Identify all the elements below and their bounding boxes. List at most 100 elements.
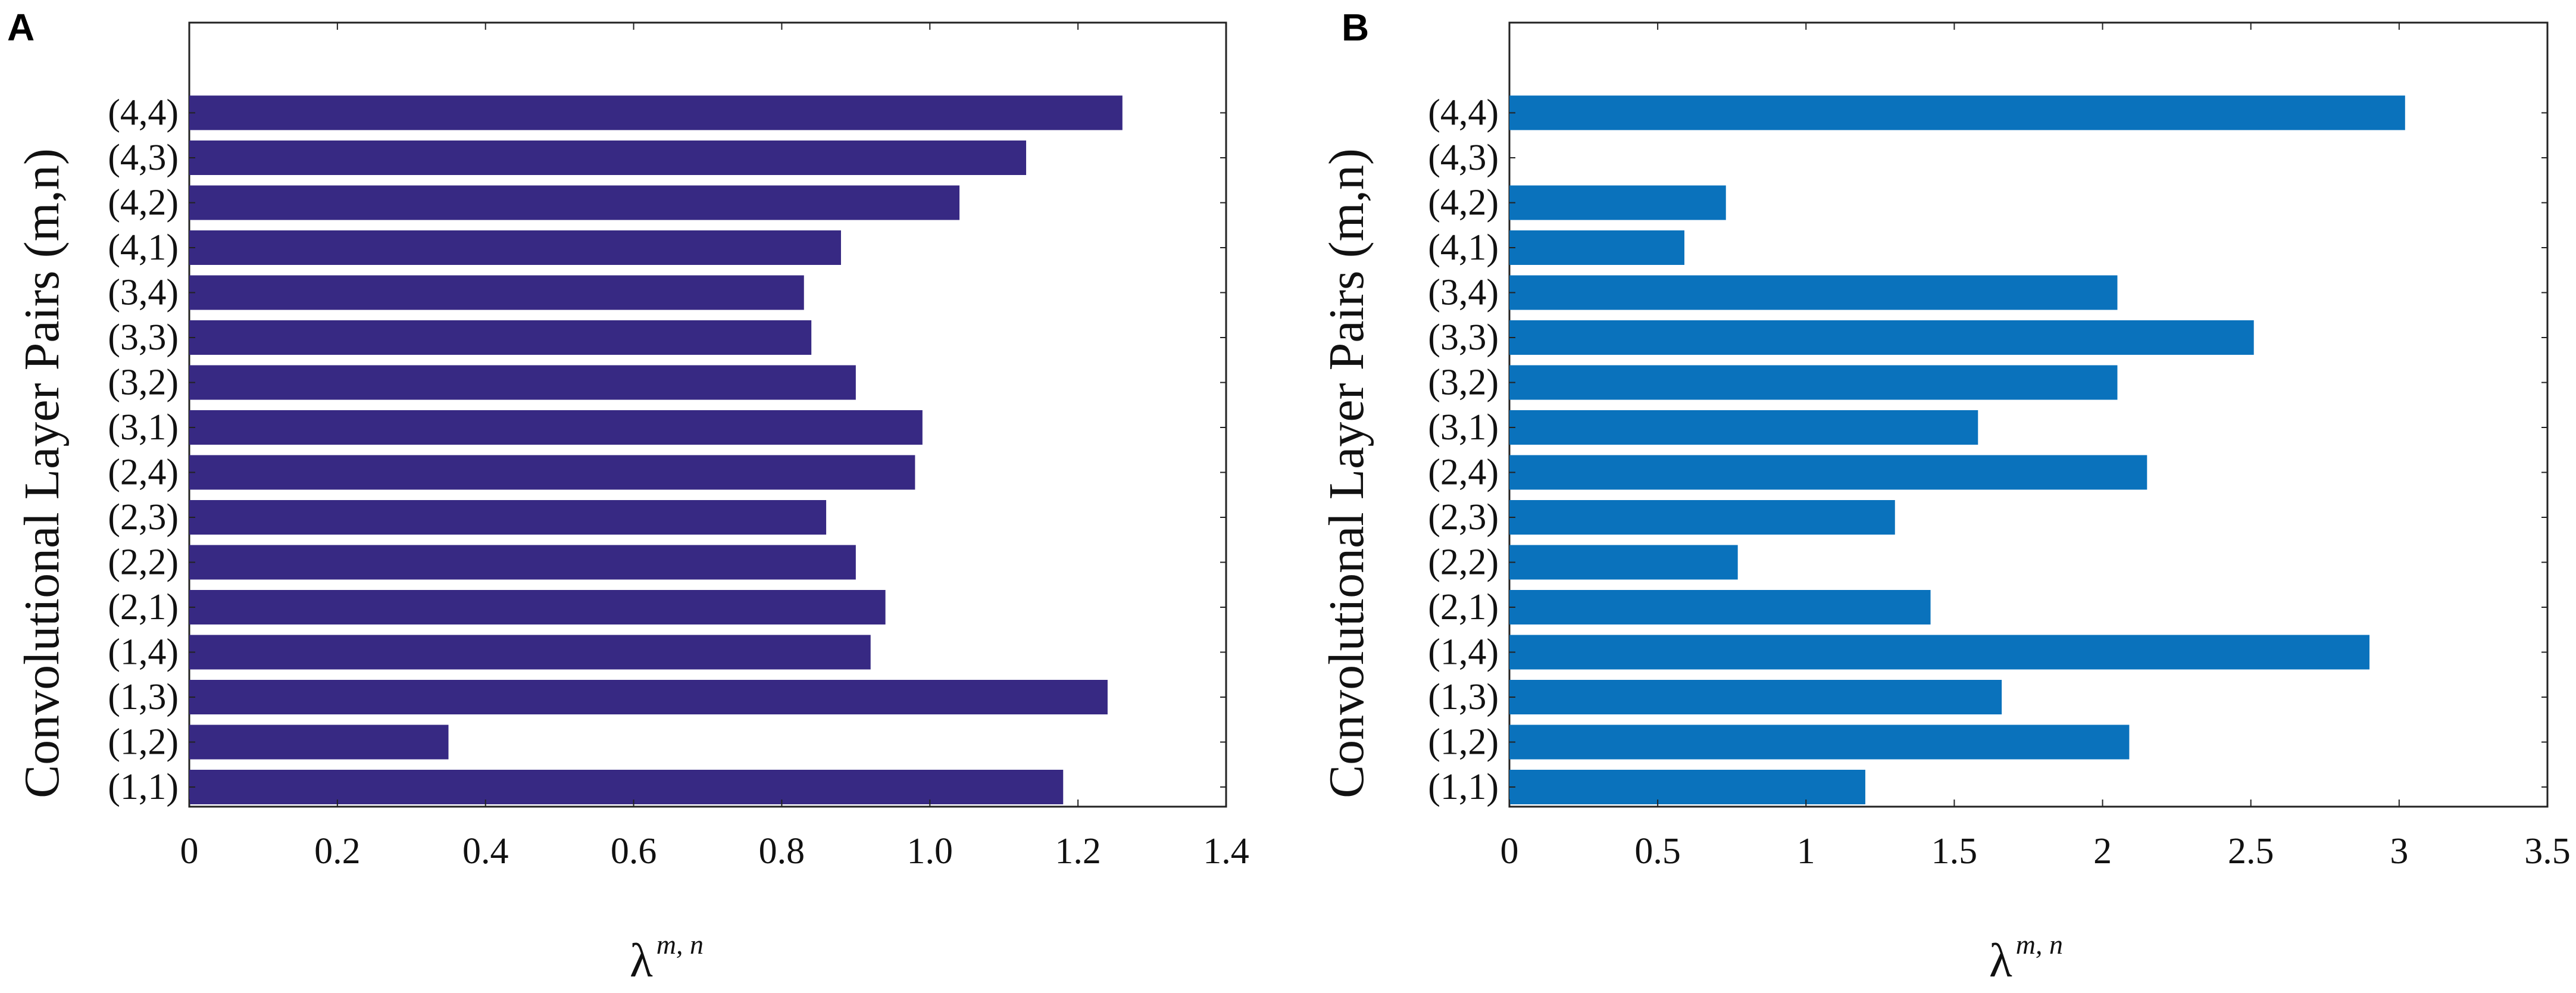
x-tick-label: 0.2 xyxy=(314,831,361,872)
bar-2-4 xyxy=(1509,455,2147,490)
y-tick-label: (2,4) xyxy=(1428,452,1499,493)
x-axis-title: λ m, n xyxy=(630,929,704,987)
y-tick-label: (1,2) xyxy=(108,722,179,763)
x-tick-label: 0 xyxy=(1500,831,1519,872)
x-tick-label: 1.0 xyxy=(907,831,954,872)
bar-1-3 xyxy=(1509,680,2002,714)
x-tick-label: 3 xyxy=(2390,831,2408,872)
x-axis-superscript: m, n xyxy=(2016,929,2063,960)
bar-3-1 xyxy=(189,410,923,445)
bar-4-4 xyxy=(189,95,1123,130)
bar-2-1 xyxy=(189,590,886,624)
x-axis-title: λ m, n xyxy=(1989,929,2063,987)
y-tick-label: (4,2) xyxy=(108,183,179,223)
y-axis-title: Convolutional Layer Pairs (m,n) xyxy=(14,148,70,798)
y-tick-label: (4,1) xyxy=(1428,227,1499,268)
y-tick-label: (4,2) xyxy=(1428,183,1499,223)
y-tick-label: (2,2) xyxy=(108,542,179,583)
bar-group xyxy=(189,95,1123,804)
bar-3-2 xyxy=(189,365,856,400)
y-tick-labels: (1,1)(1,2) (1,3)(1,4) (2,1)(2,2)(2,3)(2,4)… xyxy=(108,93,1226,807)
x-axis-lambda: λ xyxy=(630,935,653,987)
x-tick-label: 1.5 xyxy=(1931,831,1978,872)
y-tick-label: (1,1) xyxy=(108,767,179,807)
y-tick-label: (3,4) xyxy=(1428,273,1499,313)
y-tick-label: (1,3) xyxy=(1428,677,1499,717)
y-tick-label: (3,1) xyxy=(108,407,179,448)
x-tick-label: 0.5 xyxy=(1634,831,1681,872)
y-tick-labels: (1,1)(1,2) (1,3)(1,4) (2,1)(2,2)(2,3)(2,4)… xyxy=(1428,93,2547,807)
x-tick-label: 2.5 xyxy=(2228,831,2274,872)
y-tick-label: (4,3) xyxy=(108,138,179,178)
y-tick-label: (2,4) xyxy=(108,452,179,493)
bar-4-1 xyxy=(189,230,841,265)
bar-4-1 xyxy=(1509,230,1684,265)
y-tick-label: (2,2) xyxy=(1428,542,1499,583)
panel-letter: A xyxy=(7,6,35,49)
y-tick-label: (2,3) xyxy=(1428,497,1499,538)
bar-4-2 xyxy=(1509,185,1726,220)
y-tick-label: (2,3) xyxy=(108,497,179,538)
bar-1-4 xyxy=(1509,635,2370,670)
y-tick-label: (1,2) xyxy=(1428,722,1499,763)
y-tick-label: (3,1) xyxy=(1428,407,1499,448)
x-tick-label: 1 xyxy=(1797,831,1815,872)
bar-2-4 xyxy=(189,455,915,490)
x-tick-label: 1.2 xyxy=(1055,831,1101,872)
chart-panel-a: A Convolutional Layer Pairs (m,n) (1,1)(… xyxy=(7,6,1249,987)
bar-2-3 xyxy=(1509,500,1895,535)
bar-3-4 xyxy=(189,275,804,310)
bar-1-4 xyxy=(189,635,871,670)
y-tick-label: (4,4) xyxy=(1428,93,1499,133)
bar-group xyxy=(1509,95,2405,804)
y-tick-label: (4,4) xyxy=(108,93,179,133)
x-tick-labels: 0 0.5 1 1.5 2 2.5 3 3.5 xyxy=(1500,23,2571,872)
bar-2-3 xyxy=(189,500,827,535)
x-tick-label: 0.8 xyxy=(759,831,805,872)
bar-1-1 xyxy=(189,770,1064,804)
x-tick-label: 0 xyxy=(180,831,199,872)
bar-2-2 xyxy=(1509,545,1738,580)
bar-2-1 xyxy=(1509,590,1931,624)
y-axis-title: Convolutional Layer Pairs (m,n) xyxy=(1319,148,1374,798)
bar-3-1 xyxy=(1509,410,1978,445)
x-axis-superscript: m, n xyxy=(656,929,704,960)
bar-1-2 xyxy=(1509,725,2130,760)
bar-4-3 xyxy=(189,140,1027,175)
y-tick-label: (1,1) xyxy=(1428,767,1499,807)
bar-2-2 xyxy=(189,545,856,580)
y-tick-label: (3,4) xyxy=(108,273,179,313)
y-tick-label: (4,1) xyxy=(108,227,179,268)
y-tick-label: (1,4) xyxy=(108,632,179,673)
bar-3-3 xyxy=(189,320,812,355)
y-tick-label: (3,3) xyxy=(1428,317,1499,358)
x-tick-label: 2 xyxy=(2093,831,2112,872)
x-tick-label: 3.5 xyxy=(2524,831,2571,872)
x-tick-label: 0.6 xyxy=(611,831,657,872)
y-tick-label: (3,2) xyxy=(1428,363,1499,403)
bar-4-2 xyxy=(189,185,960,220)
bar-3-3 xyxy=(1509,320,2254,355)
y-tick-label: (1,4) xyxy=(1428,632,1499,673)
bar-3-2 xyxy=(1509,365,2118,400)
y-tick-label: (2,1) xyxy=(1428,587,1499,627)
bar-1-1 xyxy=(1509,770,1865,804)
x-tick-label: 1.4 xyxy=(1203,831,1249,872)
x-tick-labels: 0 0.2 0.4 0.6 0.8 1.0 1.2 1.4 xyxy=(180,23,1249,872)
y-tick-label: (2,1) xyxy=(108,587,179,627)
x-tick-label: 0.4 xyxy=(462,831,509,872)
y-axis-title-text: Convolutional Layer Pairs (m,n) xyxy=(1319,148,1374,798)
chart-panel-b: B Convolutional Layer Pairs (m,n) (1,1)(… xyxy=(1288,0,2576,993)
chart-a-svg: A Convolutional Layer Pairs (m,n) (1,1)(… xyxy=(7,6,1249,987)
y-tick-label: (1,3) xyxy=(108,677,179,717)
y-tick-label: (3,2) xyxy=(108,363,179,403)
bar-4-4 xyxy=(1509,95,2405,130)
y-tick-label: (4,3) xyxy=(1428,138,1499,178)
bar-1-2 xyxy=(189,725,449,760)
y-axis-title-text: Convolutional Layer Pairs (m,n) xyxy=(14,148,70,798)
bar-1-3 xyxy=(189,680,1108,714)
x-axis-lambda: λ xyxy=(1989,935,2012,987)
panel-letter: B xyxy=(1342,6,1369,49)
bar-3-4 xyxy=(1509,275,2118,310)
y-tick-label: (3,3) xyxy=(108,317,179,358)
